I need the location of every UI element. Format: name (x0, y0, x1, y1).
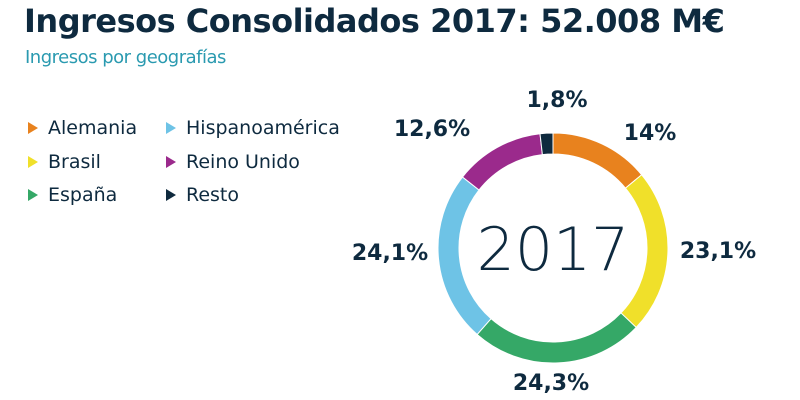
legend-label: Alemania (48, 117, 138, 139)
legend-marker-icon (166, 122, 176, 134)
chart-subtitle: Ingresos por geografías (25, 47, 226, 68)
legend-label: Reino Unido (186, 151, 300, 173)
donut-slice-resto (539, 132, 554, 156)
data-label: 23,1% (680, 239, 756, 264)
legend-item: Alemania (28, 117, 137, 139)
legend-label: España (48, 184, 118, 206)
legend-marker-icon (28, 122, 38, 134)
data-label: 24,1% (352, 241, 428, 266)
center-label: 2017 (477, 215, 630, 285)
legend-label: Hispanoamérica (186, 117, 340, 139)
legend-item: Reino Unido (166, 151, 300, 173)
legend-item: España (28, 184, 117, 206)
legend-marker-icon (166, 156, 176, 168)
data-label: 12,6% (394, 117, 470, 142)
data-label: 24,3% (513, 371, 589, 396)
legend-marker-icon (28, 156, 38, 168)
donut-slice-españa (476, 312, 637, 364)
legend-item: Hispanoamérica (166, 117, 340, 139)
legend-label: Brasil (48, 151, 101, 173)
legend-item: Brasil (28, 151, 101, 173)
donut-slice-reino-unido (461, 133, 543, 191)
legend-label: Resto (186, 184, 240, 206)
legend-marker-icon (166, 189, 176, 201)
chart-title: Ingresos Consolidados 2017: 52.008 M€ (24, 2, 725, 40)
data-label: 14% (624, 121, 677, 146)
legend-item: Resto (166, 184, 239, 206)
legend-marker-icon (28, 189, 38, 201)
data-label: 1,8% (526, 88, 587, 113)
